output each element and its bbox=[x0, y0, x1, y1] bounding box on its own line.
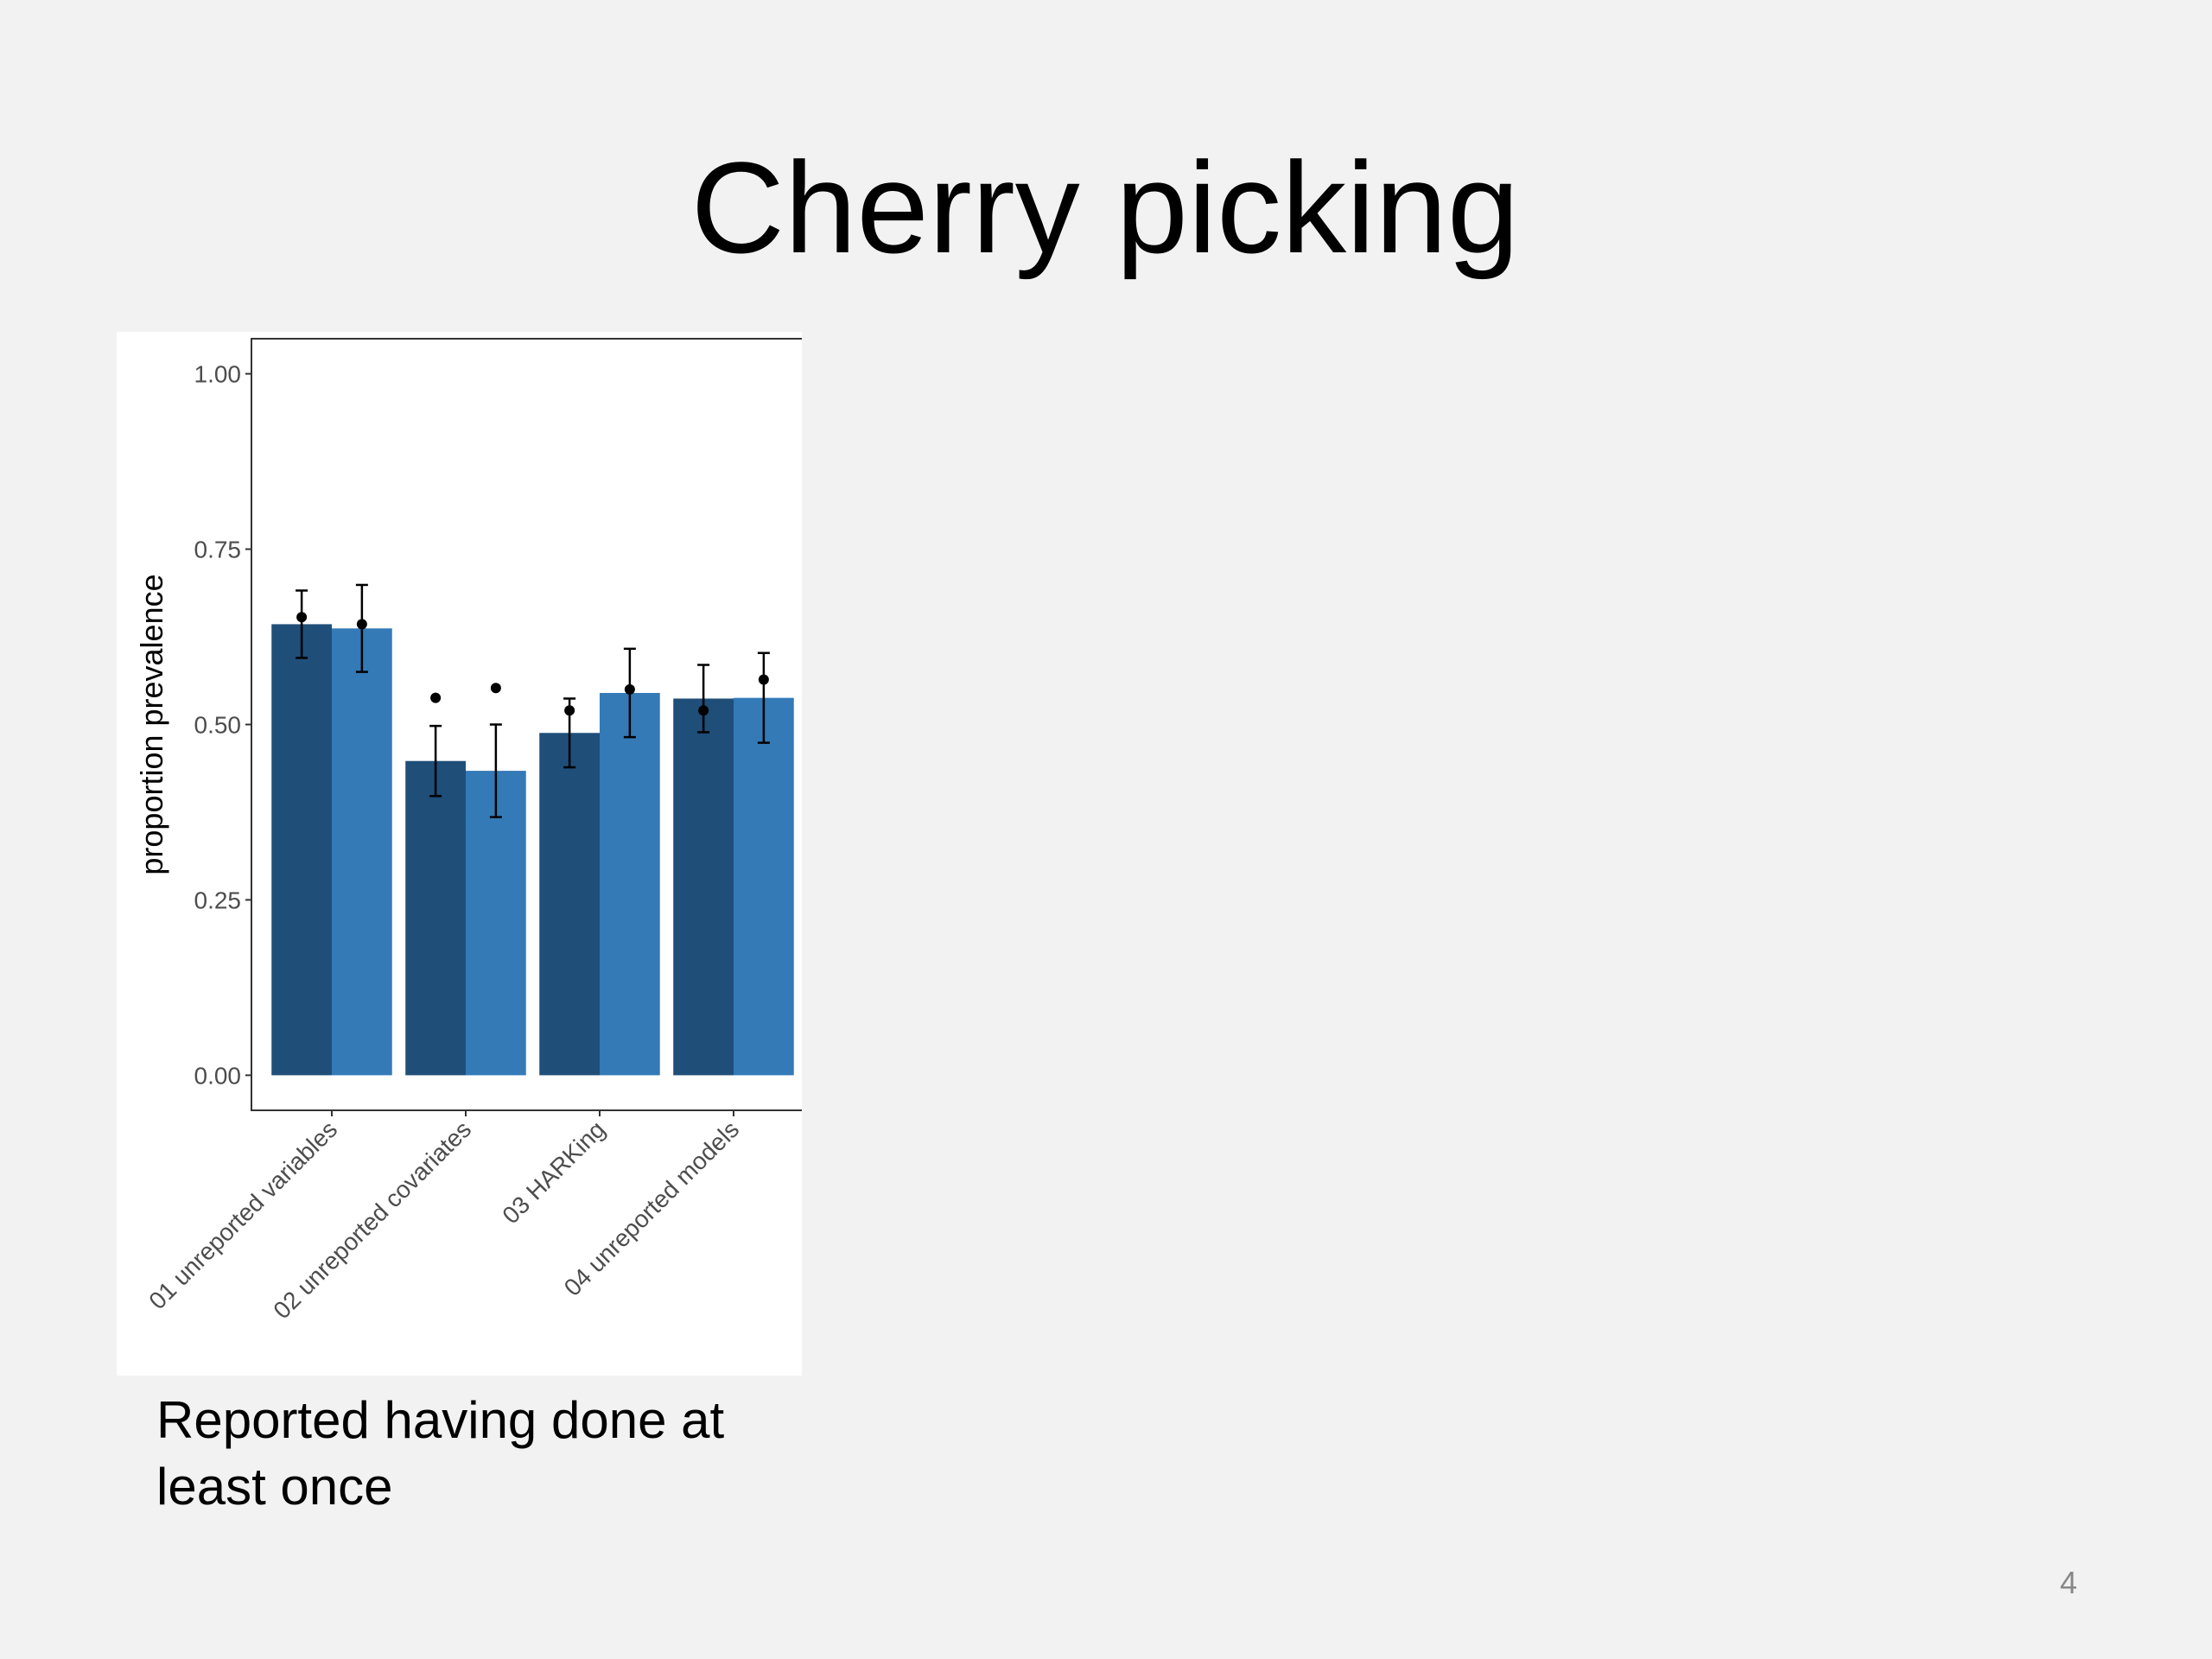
point bbox=[758, 674, 769, 685]
y-tick-label: 0.50 bbox=[194, 712, 242, 739]
point bbox=[698, 705, 709, 716]
bar bbox=[466, 771, 526, 1076]
point bbox=[430, 692, 442, 703]
point bbox=[356, 619, 367, 630]
bar bbox=[734, 697, 794, 1076]
y-tick-label: 1.00 bbox=[194, 361, 242, 388]
point bbox=[624, 683, 635, 695]
error-bar bbox=[296, 589, 308, 659]
point bbox=[564, 705, 575, 716]
bar bbox=[271, 624, 332, 1076]
bar bbox=[600, 692, 660, 1076]
x-tick-label: 05 rou bbox=[810, 1116, 878, 1183]
page-number: 4 bbox=[2060, 1565, 2077, 1600]
y-tick-label: 0.75 bbox=[194, 537, 242, 563]
y-tick-label: 0.00 bbox=[194, 1062, 242, 1089]
error-bar bbox=[489, 723, 502, 818]
y-tick-label: 0.25 bbox=[194, 887, 242, 913]
bar bbox=[673, 698, 734, 1076]
error-bar bbox=[697, 664, 710, 734]
chart: 0.00 0.25 0.50 0.75 1.00 proportion prevalenc… bbox=[117, 332, 878, 1376]
slide-title: Cherry picking bbox=[691, 135, 1520, 280]
bar bbox=[332, 628, 392, 1076]
bar bbox=[539, 733, 600, 1076]
point bbox=[296, 612, 308, 623]
point bbox=[490, 683, 501, 694]
error-bar bbox=[757, 652, 770, 744]
bar bbox=[405, 760, 466, 1076]
caption: Reported having done at least once bbox=[156, 1391, 725, 1516]
error-bar bbox=[429, 724, 442, 798]
y-axis-title: proportion prevalence bbox=[134, 574, 169, 874]
